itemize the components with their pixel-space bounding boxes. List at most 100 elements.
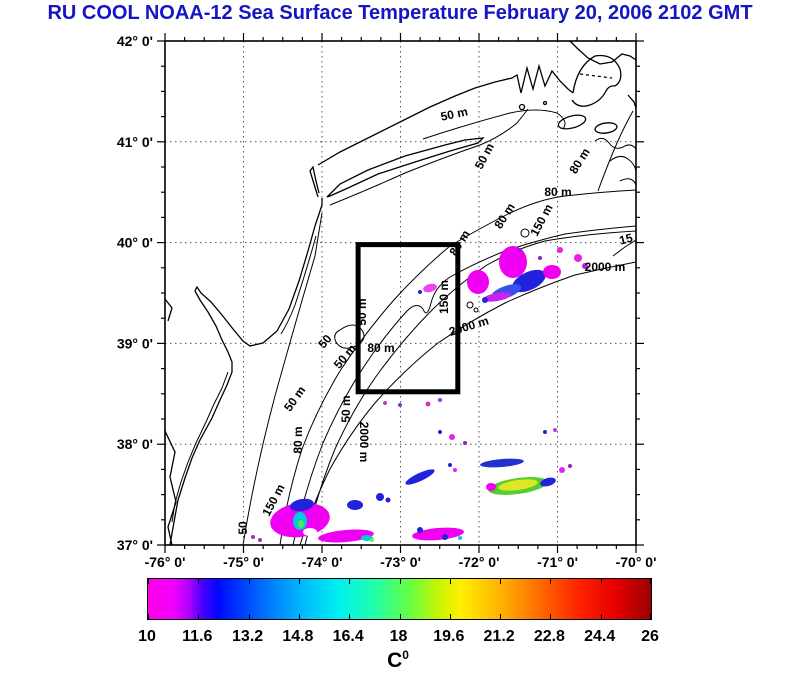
sst-patch [438, 398, 442, 402]
sst-patch [518, 248, 522, 252]
contour-depth-label: 50 m [472, 141, 497, 172]
sst-patch [398, 403, 402, 407]
colorbar-tick [550, 579, 552, 584]
y-axis-tick-label: 41° 0' [117, 134, 153, 150]
sst-patch [405, 469, 435, 485]
sst-patch [574, 254, 582, 262]
sst-patch [376, 493, 384, 501]
x-axis-tick-label: -76° 0' [145, 554, 186, 570]
sst-patch [553, 428, 557, 432]
sst-patch [559, 467, 565, 473]
colorbar-tick [349, 579, 351, 584]
colorbar-tick [449, 614, 451, 619]
contour-depth-label: 80 m [544, 185, 571, 199]
contour-depth-label: 2000 m [357, 422, 371, 463]
sst-patch [290, 498, 314, 512]
contour-depth-label: 2000 m [585, 260, 626, 274]
coast-cape-cod [571, 54, 622, 107]
colorbar-tick [399, 614, 401, 619]
coast-hatch-marks [579, 73, 613, 79]
colorbar-tick [298, 579, 300, 584]
colorbar [147, 578, 652, 620]
coast-long-island [326, 137, 485, 198]
sst-patch [318, 529, 374, 543]
sst-patch [557, 247, 563, 253]
coast-nj-delmarva [169, 198, 323, 545]
sst-patch [412, 527, 464, 541]
sst-patch [303, 528, 317, 536]
contour-loop [520, 228, 530, 238]
sst-patch [498, 479, 538, 491]
sst-patch [499, 246, 527, 278]
contour-depth-label: 150 m [527, 202, 555, 239]
contour-depth-label: 50 [236, 521, 250, 535]
contour-depth-label: 50 m [281, 383, 308, 413]
colorbar-tick [600, 579, 602, 584]
colorbar-tick-label: 18 [389, 628, 408, 645]
colorbar-tick [148, 614, 149, 619]
coast-nj-barrier [280, 235, 317, 335]
island-small [542, 100, 548, 106]
x-axis-tick-label: -73° 0' [380, 554, 421, 570]
coast-edge-fragment [627, 94, 636, 109]
colorbar-tick-label: 14.8 [282, 628, 314, 645]
contour-80m-ne [597, 110, 634, 192]
contour-50m-nj [242, 212, 323, 545]
colorbar-tick [248, 614, 250, 619]
colorbar-tick [650, 614, 651, 619]
contour-loop [466, 301, 474, 309]
colorbar-tick [399, 579, 401, 584]
contour-depth-label: 50 m [339, 395, 353, 422]
contour-depth-label: 150 m [437, 280, 451, 314]
sst-patch [480, 458, 524, 468]
sst-patch [425, 401, 431, 407]
colorbar-tick [248, 579, 250, 584]
sst-patch [298, 520, 304, 528]
contour-depth-label: 15 [618, 231, 635, 248]
colorbar-tick-label: 24.4 [584, 628, 616, 645]
contour-150m-edge [612, 239, 636, 257]
y-axis-tick-label: 40° 0' [117, 235, 153, 251]
unit-base: C [387, 649, 403, 672]
coast-connecticut-ri [317, 63, 574, 166]
sst-patch [458, 536, 462, 540]
axis-ticks [157, 33, 644, 553]
coast-chesapeake [165, 298, 177, 545]
sst-patch [453, 468, 457, 472]
contour-50m-ri [422, 109, 566, 140]
sst-patch [483, 292, 511, 302]
sst-patch [383, 401, 387, 405]
sst-patch [417, 527, 423, 533]
sst-patch [258, 538, 262, 542]
sst-patch [347, 500, 363, 510]
sst-patch [543, 430, 547, 434]
page-title: RU COOL NOAA-12 Sea Surface Temperature … [47, 2, 753, 24]
x-axis-tick-label: -75° 0' [223, 554, 264, 570]
colorbar-tick [298, 614, 300, 619]
sst-patch [582, 263, 588, 269]
y-axis-tick-label: 38° 0' [117, 436, 153, 452]
colorbar-tick-label: 11.6 [182, 628, 213, 645]
colorbar-tick-label: 22.8 [533, 628, 565, 645]
colorbar-tick [600, 614, 602, 619]
contour-1000m [304, 230, 636, 545]
sst-patch [438, 430, 442, 434]
sst-patch [482, 297, 488, 303]
sst-patch [543, 265, 561, 279]
colorbar-unit-label: C0 [348, 648, 448, 673]
sst-patch [568, 464, 572, 468]
sst-patch [467, 270, 489, 294]
colorbar-tick-label: 19.6 [433, 628, 465, 645]
sst-patch [423, 283, 437, 293]
colorbar-tick-label: 10 [138, 628, 156, 645]
coast-delmarva-barrier [171, 371, 229, 523]
contour-depth-label: 80 m [291, 426, 305, 453]
colorbar-tick [500, 614, 502, 619]
colorbar-tick [198, 614, 200, 619]
colorbar-tick [148, 579, 149, 584]
sst-patches [251, 246, 588, 543]
sst-patch [538, 256, 542, 260]
sst-patch [449, 434, 455, 440]
sst-patch [463, 441, 467, 445]
